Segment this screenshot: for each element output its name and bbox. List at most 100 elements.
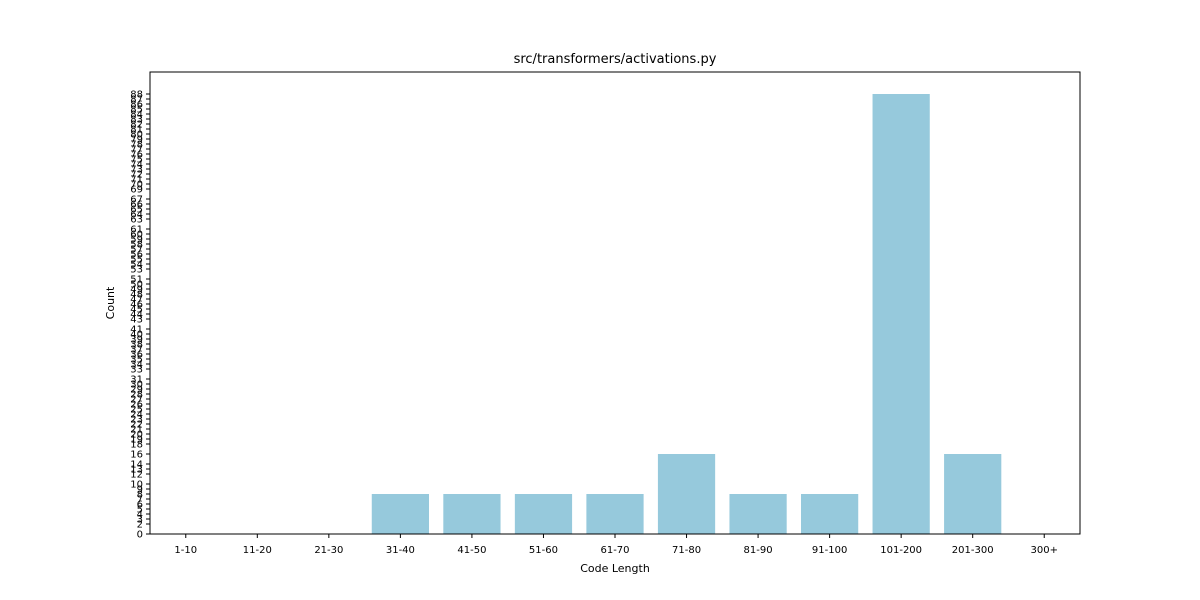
chart-title: src/transformers/activations.py [514, 52, 717, 67]
y-tick-label: 79 [130, 135, 143, 146]
y-tick-label: 19 [130, 435, 143, 446]
y-tick-label: 16 [130, 450, 143, 461]
y-tick-label: 55 [130, 255, 143, 266]
y-tick-label: 83 [130, 115, 143, 126]
x-axis-ticks: 1-10 11-20 21-30 31-40 41-50 51-60 61-70 71-80 8… [174, 534, 1058, 556]
y-tick-label: 87 [130, 95, 143, 106]
y-tick-label: 51 [130, 275, 143, 286]
y-tick-label: 6 [137, 500, 143, 511]
bar-41-50 [443, 494, 501, 534]
y-tick-label: 35 [130, 355, 143, 366]
y-tick-label: 49 [130, 285, 143, 296]
x-tick-label: 81-90 [744, 545, 773, 556]
y-tick-label: 72 [130, 170, 143, 181]
bar-31-40 [371, 494, 429, 534]
bar-101-200 [872, 94, 930, 534]
y-tick-label: 20 [130, 430, 143, 441]
y-tick-label: 81 [130, 125, 143, 136]
y-tick-label: 3 [137, 515, 143, 526]
y-tick-label: 63 [130, 215, 143, 226]
y-tick-label: 14 [130, 460, 143, 471]
y-tick-label: 86 [130, 100, 143, 111]
y-tick-label: 44 [130, 310, 143, 321]
y-tick-label: 74 [130, 160, 143, 171]
y-tick-label: 28 [130, 390, 143, 401]
y-tick-label: 18 [130, 440, 143, 451]
y-tick-label: 34 [130, 360, 143, 371]
y-tick-label: 23 [130, 415, 143, 426]
x-tick-label: 201-300 [952, 545, 994, 556]
x-tick-label: 31-40 [386, 545, 415, 556]
y-tick-label: 76 [130, 150, 143, 161]
y-tick-label: 61 [130, 225, 143, 236]
x-tick-label: 41-50 [457, 545, 486, 556]
y-tick-label: 84 [130, 110, 143, 121]
y-tick-label: 57 [130, 245, 143, 256]
y-axis-ticks: 0234567891012131416181920212223242526272… [130, 90, 150, 541]
y-tick-label: 31 [130, 375, 143, 386]
y-tick-label: 27 [130, 395, 143, 406]
x-tick-label: 71-80 [672, 545, 701, 556]
x-tick-label: 21-30 [314, 545, 343, 556]
y-tick-label: 33 [130, 365, 143, 376]
bar-81-90 [729, 494, 787, 534]
y-axis-label: Count [104, 286, 117, 319]
y-tick-label: 64 [130, 210, 143, 221]
bar-61-70 [586, 494, 644, 534]
x-tick-label: 61-70 [600, 545, 629, 556]
y-tick-label: 39 [130, 335, 143, 346]
y-tick-label: 22 [130, 420, 143, 431]
x-tick-label: 51-60 [529, 545, 558, 556]
y-tick-label: 47 [130, 295, 143, 306]
x-tick-label: 101-200 [880, 545, 922, 556]
bar-91-100 [801, 494, 859, 534]
y-tick-label: 13 [130, 465, 143, 476]
y-tick-label: 41 [130, 325, 143, 336]
y-tick-label: 77 [130, 145, 143, 156]
y-tick-label: 73 [130, 165, 143, 176]
y-tick-label: 37 [130, 345, 143, 356]
y-tick-label: 78 [130, 140, 143, 151]
y-tick-label: 5 [137, 505, 143, 516]
y-tick-label: 67 [130, 195, 143, 206]
x-tick-label: 300+ [1030, 545, 1057, 556]
y-tick-label: 59 [130, 235, 143, 246]
y-tick-label: 66 [130, 200, 143, 211]
x-tick-label: 1-10 [174, 545, 197, 556]
y-tick-label: 48 [130, 290, 143, 301]
y-tick-label: 53 [130, 265, 143, 276]
y-tick-label: 10 [130, 480, 143, 491]
y-tick-label: 65 [130, 205, 143, 216]
plot-area-frame [149, 71, 1081, 535]
y-tick-label: 40 [130, 330, 143, 341]
y-tick-label: 25 [130, 405, 143, 416]
y-tick-label: 70 [130, 180, 143, 191]
y-tick-label: 30 [130, 380, 143, 391]
y-tick-label: 38 [130, 340, 143, 351]
y-tick-label: 58 [130, 240, 143, 251]
y-tick-label: 2 [137, 520, 143, 531]
y-tick-label: 7 [137, 495, 143, 506]
y-tick-label: 36 [130, 350, 143, 361]
y-tick-label: 56 [130, 250, 143, 261]
y-tick-label: 50 [130, 280, 143, 291]
x-axis-label: Code Length [580, 562, 650, 575]
y-tick-label: 85 [130, 105, 143, 116]
y-tick-label: 69 [130, 185, 143, 196]
y-tick-label: 80 [130, 130, 143, 141]
y-tick-label: 29 [130, 385, 143, 396]
x-tick-label: 11-20 [243, 545, 272, 556]
y-tick-label: 45 [130, 305, 143, 316]
y-tick-label: 46 [130, 300, 143, 311]
y-tick-label: 9 [137, 485, 143, 496]
y-tick-label: 12 [130, 470, 143, 481]
y-tick-label: 60 [130, 230, 143, 241]
y-tick-label: 4 [137, 510, 143, 521]
y-tick-label: 26 [130, 400, 143, 411]
bar-51-60 [514, 494, 573, 534]
y-tick-label: 88 [130, 90, 143, 101]
x-tick-label: 91-100 [812, 545, 847, 556]
y-tick-label: 75 [130, 155, 143, 166]
y-tick-label: 71 [130, 175, 143, 186]
